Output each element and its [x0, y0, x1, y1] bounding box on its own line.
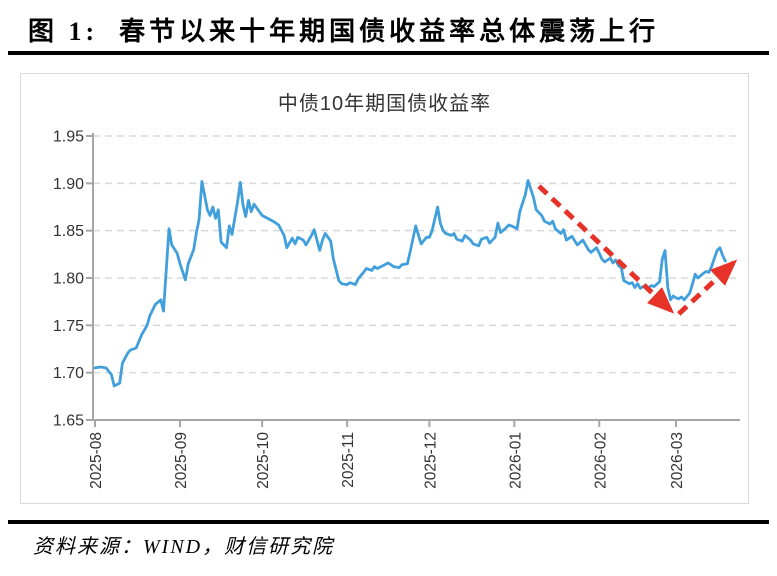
yield-line — [93, 179, 727, 388]
y-tick-label: 1.75 — [53, 318, 84, 335]
y-tick-label: 1.95 — [53, 129, 84, 146]
title-divider — [8, 51, 769, 55]
y-tick-label: 1.85 — [53, 223, 84, 240]
x-tick-label: 2025-09 — [173, 432, 190, 489]
figure-title: 图 1: 春节以来十年期国债收益率总体震荡上行 — [28, 17, 660, 46]
footer-divider — [8, 520, 769, 524]
yield-chart: 1.65 1.70 1.75 1.80 1.85 1.90 1.95 2025-08 2025-… — [53, 129, 740, 489]
x-tick-label: 2025-12 — [422, 432, 439, 489]
chart-title: 中债10年期国债收益率 — [277, 93, 492, 115]
y-tick-label: 1.90 — [53, 176, 84, 193]
x-tick-label: 2025-08 — [88, 432, 105, 489]
y-tick-label: 1.80 — [53, 271, 84, 288]
source-line: 资料来源：WIND，财信研究院 — [33, 536, 335, 558]
trend-arrow-down — [537, 184, 675, 314]
x-tick-label: 2026-03 — [669, 432, 686, 489]
x-tick-label: 2025-11 — [340, 432, 357, 488]
chart-card: 1.65 1.70 1.75 1.80 1.85 1.90 1.95 2025-08 2025-… — [20, 73, 749, 504]
x-tick-label: 2025-10 — [255, 432, 272, 489]
x-tick-label: 2026-01 — [507, 432, 524, 489]
y-tick-label: 1.70 — [53, 365, 84, 382]
trend-arrow-up — [677, 259, 738, 316]
y-tick-label: 1.65 — [53, 413, 84, 430]
x-tick-label: 2026-02 — [592, 432, 609, 489]
